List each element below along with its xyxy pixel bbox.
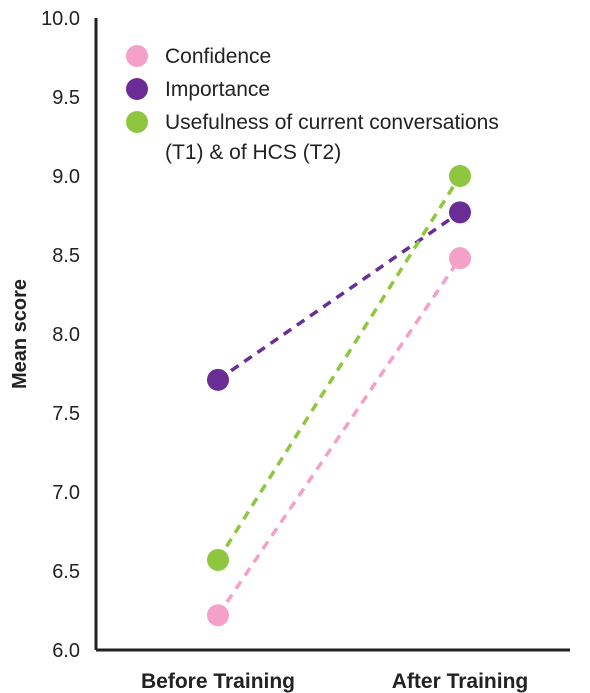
y-tick-labels: 6.0 6.5 7.0 7.5 8.0 8.5 9.0 9.5 10.0 (41, 8, 80, 662)
data-point (207, 548, 229, 571)
series-line (216, 175, 462, 561)
data-point (449, 201, 471, 224)
legend-label: Importance (165, 78, 270, 101)
legend: Confidence Importance Usefulness of curren… (126, 45, 499, 164)
x-category-label: Before Training (141, 670, 295, 693)
data-point (449, 165, 471, 187)
legend-label: Usefulness of current conversations (165, 111, 499, 134)
y-tick-label: 7.5 (52, 403, 80, 425)
y-tick-label: 7.0 (52, 482, 80, 504)
axes (94, 18, 570, 652)
legend-marker (126, 45, 148, 67)
y-tick-label: 9.0 (52, 166, 80, 188)
y-tick-label: 6.5 (52, 561, 80, 583)
legend-label: Confidence (165, 45, 271, 68)
y-tick-label: 10.0 (41, 8, 80, 30)
y-tick-label: 8.0 (52, 324, 80, 346)
series-line (217, 210, 461, 382)
legend-marker (126, 78, 148, 100)
y-tick-label: 9.5 (52, 87, 80, 109)
data-point (207, 368, 229, 391)
series-group (207, 165, 471, 571)
y-tick-label: 8.5 (52, 245, 80, 267)
series-group (207, 247, 471, 627)
y-axis-title: Mean score (9, 279, 31, 389)
series-line (216, 257, 462, 617)
data-point (449, 247, 471, 270)
data-point (207, 604, 229, 627)
series-layer (207, 165, 471, 627)
legend-label: (T1) & of HCS (T2) (165, 141, 341, 164)
x-category-label: After Training (392, 670, 529, 693)
x-category-labels: Before Training After Training (141, 670, 528, 693)
y-tick-label: 6.0 (52, 640, 80, 662)
legend-marker (126, 111, 148, 133)
series-group (207, 201, 471, 391)
